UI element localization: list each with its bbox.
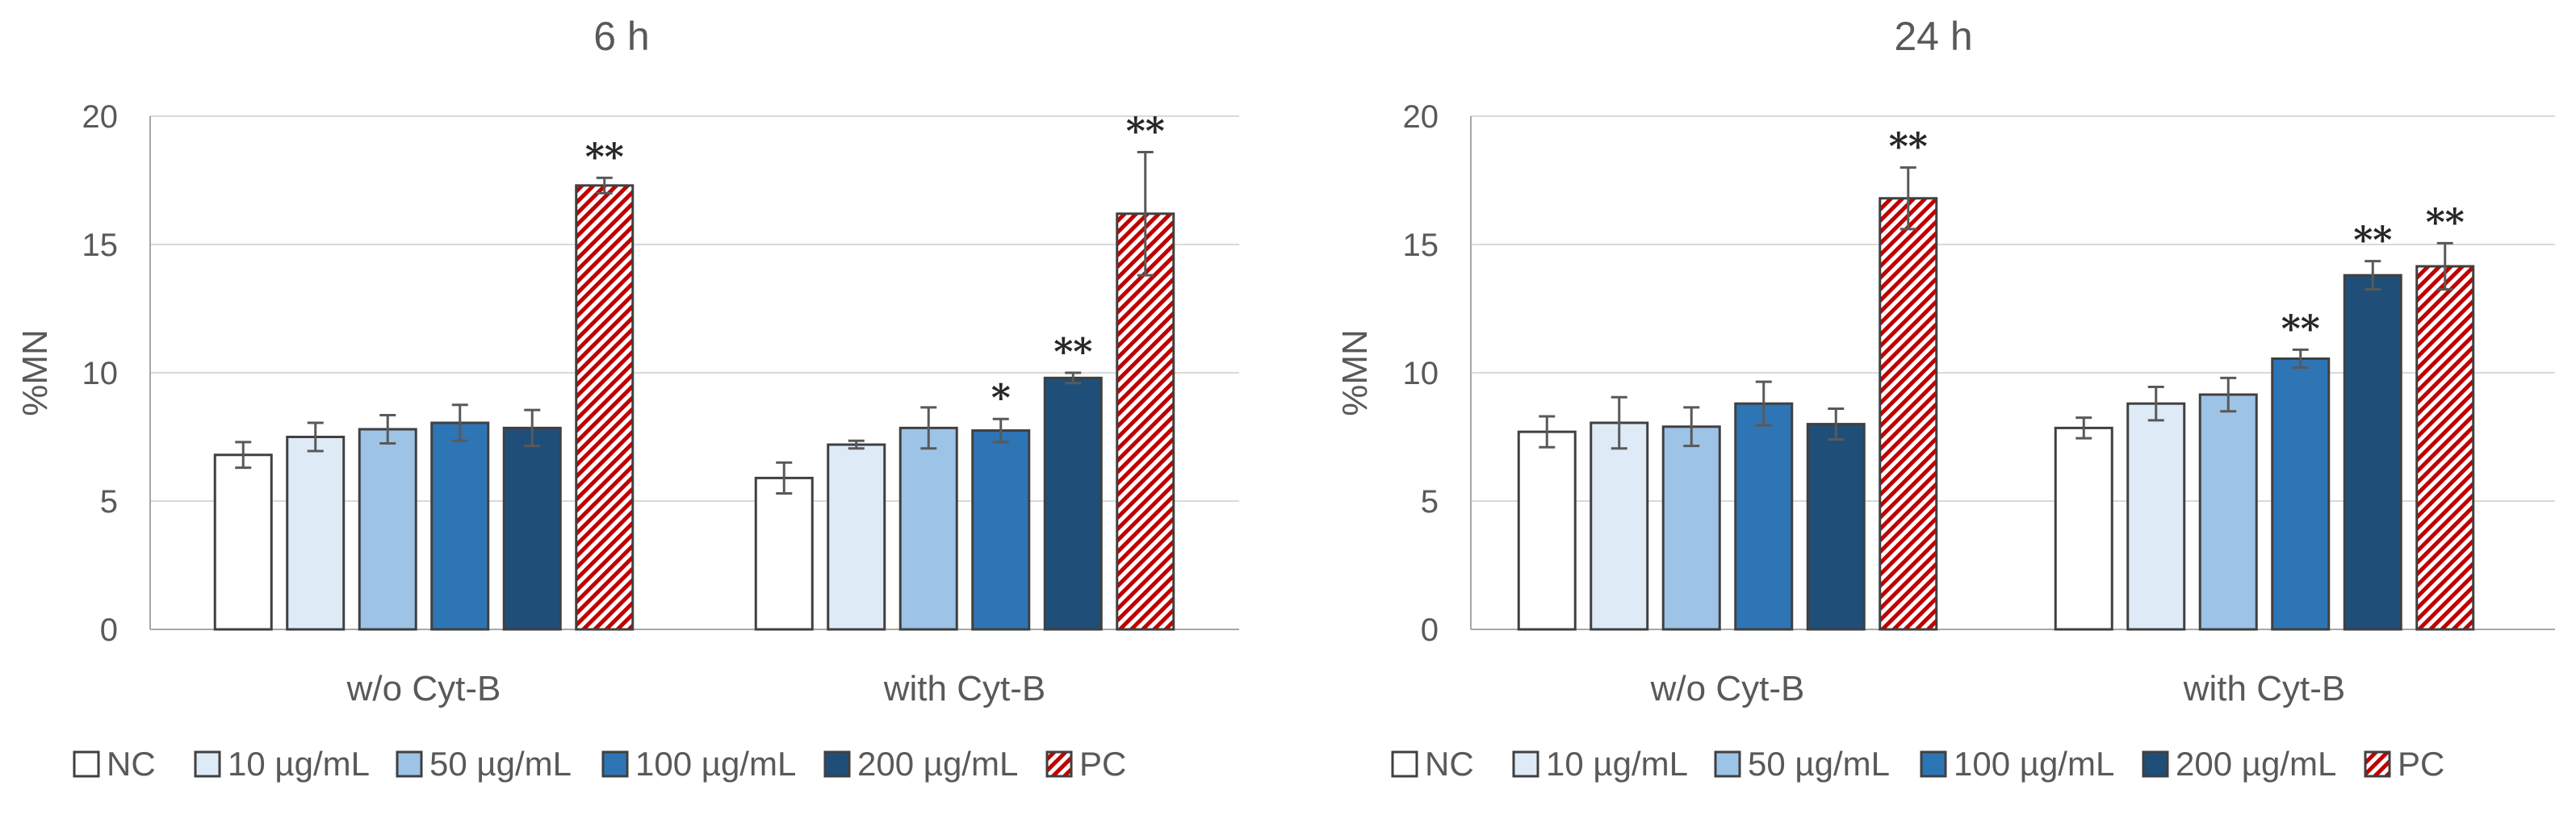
bar-w-o-cyt-b-10-ug-ml [286,436,346,631]
legend-label-100-ug-ml: 100 µg/mL [635,745,796,783]
legend-label-10-ug-ml: 10 µg/mL [228,745,370,783]
bar-w-o-cyt-b-200-ug-ml [502,426,562,631]
bar-with-cyt-b-10-ug-ml [2126,402,2186,631]
y-tick-label: 20 [1403,99,1439,135]
y-axis-label: %MN [15,329,55,416]
chart-title: 6 h [593,14,650,59]
legend-swatch-10-ug-ml [194,750,221,778]
legend-swatch-pc [2364,750,2391,778]
y-tick-label: 5 [100,484,118,520]
y-tick-label: 0 [1421,612,1439,648]
legend-swatch-10-ug-ml [1512,750,1539,778]
legend-swatch-50-ug-ml [1714,750,1741,778]
bar-with-cyt-b-10-ug-ml [827,443,886,631]
significance-marker: ** [1889,125,1928,169]
legend-label-100-ug-ml: 100 µg/mL [1954,745,2114,783]
legend-swatch-100-ug-ml [1920,750,1947,778]
legend-label-pc: PC [2398,745,2444,783]
chart-panel-24h: 24 h 0 5 10 15 20 %MN ** w/o Cyt-B ** ** ** with Cyt… [1288,0,2576,819]
bar-with-cyt-b-200-ug-ml [1043,376,1103,631]
legend-label-50-ug-ml: 50 µg/mL [1748,745,1890,783]
chart-title: 24 h [1894,14,1972,59]
bar-w-o-cyt-b-100-ug-ml [430,421,490,631]
category-label: w/o Cyt-B [1650,669,1805,708]
bar-w-o-cyt-b-10-ug-ml [1590,421,1649,631]
legend-swatch-nc [73,750,100,778]
y-tick-label: 20 [82,99,119,135]
chart-panel-6h: 6 h 0 5 10 15 20 %MN ** w/o Cyt-B * ** ** with Cyt-B… [15,14,1239,783]
bar-with-cyt-b-50-ug-ml [898,426,958,631]
y-tick-label: 5 [1421,484,1439,520]
bar-w-o-cyt-b-200-ug-ml [1806,423,1866,631]
significance-marker: ** [2353,219,2392,262]
bar-with-cyt-b-100-ug-ml [971,429,1031,631]
significance-marker: ** [2281,307,2320,350]
y-tick-label: 10 [82,356,119,391]
y-tick-label: 15 [82,228,119,263]
significance-marker: ** [2426,200,2465,244]
significance-marker: ** [1053,330,1092,374]
legend-swatch-pc [1045,750,1073,778]
significance-marker: * [991,376,1011,420]
bar-w-o-cyt-b-50-ug-ml [358,428,417,631]
bar-w-o-cyt-b-100-ug-ml [1734,402,1794,631]
bar-with-cyt-b-nc [2054,426,2113,631]
y-axis-label: %MN [1335,329,1375,416]
legend-label-200-ug-ml: 200 µg/mL [2176,745,2336,783]
legend-label-pc: PC [1079,745,1126,783]
legend-label-200-ug-ml: 200 µg/mL [857,745,1018,783]
legend-swatch-200-ug-ml [823,750,851,778]
significance-marker: ** [585,135,624,178]
bar-w-o-cyt-b-nc [1517,430,1577,631]
significance-marker: ** [1126,110,1165,153]
legend-swatch-nc [1391,750,1418,778]
category-label: w/o Cyt-B [346,669,501,708]
category-label: with Cyt-B [2183,669,2345,708]
bar-w-o-cyt-b-50-ug-ml [1661,425,1721,631]
y-tick-label: 0 [100,612,118,648]
bar-with-cyt-b-pc [1116,212,1175,631]
bar-with-cyt-b-nc [754,476,814,631]
y-tick-label: 15 [1403,228,1439,263]
bar-w-o-cyt-b-nc [213,453,273,631]
y-tick-label: 10 [1403,356,1439,391]
bar-w-o-cyt-b-pc [575,184,635,631]
bar-w-o-cyt-b-pc [1879,197,1938,631]
legend-label-50-ug-ml: 50 µg/mL [429,745,572,783]
bar-with-cyt-b-200-ug-ml [2343,274,2402,631]
bar-with-cyt-b-50-ug-ml [2198,393,2258,631]
legend-swatch-200-ug-ml [2142,750,2169,778]
category-label: with Cyt-B [883,669,1045,708]
bar-with-cyt-b-pc [2415,265,2475,631]
legend-swatch-100-ug-ml [601,750,629,778]
legend-label-nc: NC [1425,745,1474,783]
bar-with-cyt-b-100-ug-ml [2271,357,2331,631]
legend-swatch-50-ug-ml [396,750,423,778]
legend-label-10-ug-ml: 10 µg/mL [1546,745,1688,783]
legend-label-nc: NC [107,745,156,783]
chart-24h: 24 h 0 5 10 15 20 %MN ** w/o Cyt-B ** ** ** with Cyt… [1335,14,2555,783]
